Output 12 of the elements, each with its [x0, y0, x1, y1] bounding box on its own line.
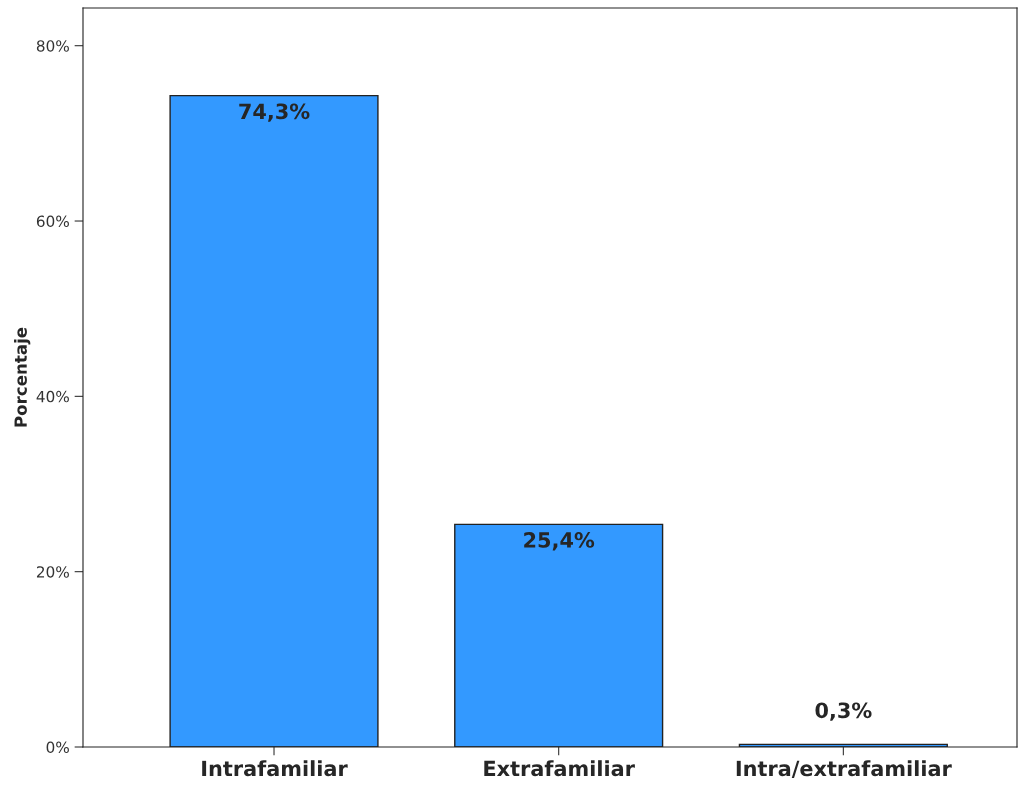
y-tick-label: 60%: [36, 215, 69, 228]
x-tick-label: Intrafamiliar: [202, 760, 348, 777]
data-label: 74,3%: [239, 103, 310, 122]
x-tick-label: Intra/extrafamiliar: [736, 760, 952, 778]
y-tick-label: 40%: [36, 390, 69, 403]
data-label: 0,3%: [815, 702, 872, 721]
x-tick-label: Extrafamiliar: [484, 760, 635, 777]
data-label: 25,4%: [524, 532, 595, 551]
y-tick-label: 80%: [36, 40, 69, 52]
y-tick-label: 20%: [36, 566, 69, 578]
y-tick-label: 0%: [46, 741, 69, 754]
y-axis-title: Porcentaje: [14, 327, 31, 427]
